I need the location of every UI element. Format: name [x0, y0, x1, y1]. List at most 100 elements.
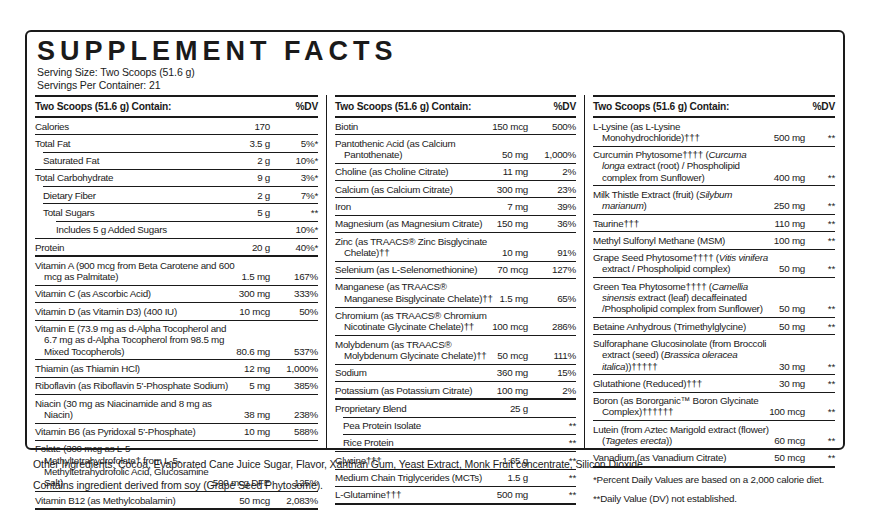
- nutrient-name: Chromium (as TRAACS® Chromium Nicotinate…: [335, 310, 488, 333]
- nutrient-amount: 150 mcg: [492, 121, 528, 132]
- nutrient-name: Thiamin (as Thiamin HCl): [35, 363, 240, 374]
- table-row: Dietary Fiber2 g7%*: [43, 186, 318, 203]
- table-row: Total Carbohydrate9 g3%*: [35, 169, 318, 186]
- nutrient-dv: 5%*: [274, 138, 318, 149]
- dv-header: %DV: [812, 101, 835, 112]
- nutrient-rows: L-Lysine (as L-Lysine Monohydrochloride)…: [593, 118, 835, 468]
- nutrient-amount: 30 mg: [779, 361, 805, 372]
- nutrient-amount: 10 mg: [502, 247, 528, 258]
- nutrient-dv: 2%: [532, 166, 576, 177]
- table-row: L-Lysine (as L-Lysine Monohydrochloride)…: [593, 118, 835, 146]
- nutrient-dv: 2%: [532, 385, 576, 396]
- nutrient-dv: 36%: [532, 218, 576, 229]
- nutrient-name: Grape Seed Phytosome†††† (Vitis vinifera…: [593, 252, 775, 275]
- nutrient-name: Lutein (from Aztec Marigold extract (flo…: [593, 424, 770, 447]
- nutrient-dv: **: [274, 207, 318, 218]
- nutrient-amount: 5 mg: [249, 380, 270, 391]
- nutrient-amount: 100 mg: [774, 235, 805, 246]
- table-row: Calories 170: [35, 118, 318, 134]
- table-row: Vitamin B6 (as Pyridoxal 5'-Phosphate)10…: [35, 423, 318, 440]
- nutrient-name: Calories: [35, 121, 250, 132]
- nutrient-dv: **: [532, 420, 576, 431]
- table-row: Total Fat3.5 g5%*: [35, 134, 318, 151]
- nutrient-amount: 20 g: [252, 242, 270, 253]
- nutrient-dv: **: [809, 235, 835, 246]
- table-row: Lutein (from Aztec Marigold extract (flo…: [593, 420, 835, 449]
- column-header-row: Two Scoops (51.6 g) Contain: %DV: [335, 95, 576, 118]
- dv-header: %DV: [553, 101, 576, 112]
- dv-header: %DV: [295, 101, 318, 112]
- nutrient-dv: 39%: [532, 201, 576, 212]
- nutrient-dv: **: [809, 406, 835, 417]
- nutrient-dv: 1,000%: [274, 363, 318, 374]
- nutrient-dv: **: [809, 378, 835, 389]
- table-row: Curcumin Phytosome†††† (Curcuma longa ex…: [593, 146, 835, 186]
- table-row: Riboflavin (as Riboflavin 5'-Phosphate S…: [35, 377, 318, 394]
- nutrient-dv: 1,000%: [532, 149, 576, 160]
- nutrient-amount: 400 mg: [774, 172, 805, 183]
- nutrient-name: Rice Protein: [343, 437, 524, 448]
- nutrient-dv: 3%*: [274, 172, 318, 183]
- bottom-notes: Other Ingredients: Cocoa, Evaporated Can…: [33, 458, 833, 500]
- table-row: Vitamin E (73.9 mg as d-Alpha Tocopherol…: [35, 320, 318, 360]
- nutrient-dv: 238%: [274, 409, 318, 420]
- nutrient-name: Total Carbohydrate: [35, 172, 253, 183]
- nutrient-amount: 1.5 mg: [500, 293, 528, 304]
- nutrient-dv: **: [809, 172, 835, 183]
- table-row: Green Tea Phytosome†††† (Camellia sinens…: [593, 277, 835, 317]
- nutrient-amount: 80.6 mg: [236, 346, 270, 357]
- table-row: Vitamin D (as Vitamin D3) (400 IU)10 mcg…: [35, 302, 318, 319]
- nutrient-name: Saturated Fat: [43, 155, 253, 166]
- nutrient-dv: 23%: [532, 184, 576, 195]
- nutrient-name: Sulforaphane Glucosinolate (from Broccol…: [593, 338, 775, 372]
- table-row: Pantothenic Acid (as Calcium Pantothenat…: [335, 134, 576, 163]
- nutrient-name: Manganese (as TRAACS® Manganese Bisglyci…: [335, 281, 496, 304]
- table-row: Vitamin A (900 mcg from Beta Carotene an…: [35, 255, 318, 285]
- nutrient-amount: 12 mg: [244, 363, 270, 374]
- nutrient-name: Dietary Fiber: [43, 190, 253, 201]
- nutrient-name: Methyl Sulfonyl Methane (MSM): [593, 235, 770, 246]
- nutrient-amount: 50 mcg: [497, 350, 528, 361]
- nutrient-name: Pantothenic Acid (as Calcium Pantothenat…: [335, 138, 498, 161]
- nutrient-dv: 385%: [274, 380, 318, 391]
- nutrient-name: Taurine†††: [593, 218, 771, 229]
- table-row: Sulforaphane Glucosinolate (from Broccol…: [593, 334, 835, 374]
- table-row: Niacin (30 mg as Niacinamide and 8 mg as…: [35, 394, 318, 423]
- nutrient-amount: 25 g: [510, 403, 528, 414]
- nutrient-amount: 170: [254, 121, 270, 132]
- nutrient-dv: 286%: [532, 321, 576, 332]
- nutrition-column-2: Two Scoops (51.6 g) Contain: %DV Biotin 1…: [326, 95, 585, 448]
- nutrient-dv: **: [809, 361, 835, 372]
- nutrient-name: Magnesium (as Magnesium Citrate): [335, 218, 493, 229]
- nutrition-column-3: Two Scoops (51.6 g) Contain: %DV L-Lysin…: [585, 95, 843, 448]
- other-ingredients: Other Ingredients: Cocoa, Evaporated Can…: [33, 458, 833, 471]
- table-row: Boron (as Bororganic™ Boron Glycinate Co…: [593, 392, 835, 421]
- nutrient-amount: 10 mcg: [239, 306, 270, 317]
- nutrient-amount: 2 g: [257, 155, 270, 166]
- nutrient-name: Boron (as Bororganic™ Boron Glycinate Co…: [593, 395, 765, 418]
- nutrient-amount: 100 mcg: [769, 406, 805, 417]
- nutrient-amount: 300 mg: [497, 184, 528, 195]
- column-header-label: Two Scoops (51.6 g) Contain:: [35, 101, 171, 112]
- table-row: Methyl Sulfonyl Methane (MSM) 100 mg **: [593, 231, 835, 248]
- nutrient-dv: 50%: [274, 306, 318, 317]
- label-header: SUPPLEMENT FACTS Serving Size: Two Scoop…: [27, 32, 843, 95]
- table-row: Thiamin (as Thiamin HCl) 12 mg 1,000%: [35, 359, 318, 376]
- facts-columns: Two Scoops (51.6 g) Contain: %DV Calorie…: [27, 95, 843, 448]
- nutrient-dv: **: [809, 263, 835, 274]
- column-header-row: Two Scoops (51.6 g) Contain: %DV: [35, 95, 318, 118]
- nutrient-name: Includes 5 g Added Sugars: [56, 224, 266, 235]
- nutrient-amount: 10 mg: [244, 426, 270, 437]
- nutrient-name: Protein: [35, 242, 248, 253]
- table-row: Manganese (as TRAACS® Manganese Bisglyci…: [335, 278, 576, 307]
- nutrient-name: Curcumin Phytosome†††† (Curcuma longa ex…: [593, 149, 770, 183]
- nutrient-rows: Calories 170 Total Fat3.5 g5%* Saturated Fa…: [35, 118, 318, 510]
- table-row: Iron7 mg39%: [335, 197, 576, 214]
- column-header-row: Two Scoops (51.6 g) Contain: %DV: [593, 95, 835, 118]
- nutrient-name: Total Sugars: [43, 207, 253, 218]
- nutrient-amount: 11 mg: [503, 166, 528, 177]
- nutrient-name: Vitamin C (as Ascorbic Acid): [35, 288, 235, 299]
- nutrient-name: Sodium: [335, 367, 493, 378]
- nutrient-dv: 111%: [532, 350, 576, 361]
- nutrient-name: Biotin: [335, 121, 488, 132]
